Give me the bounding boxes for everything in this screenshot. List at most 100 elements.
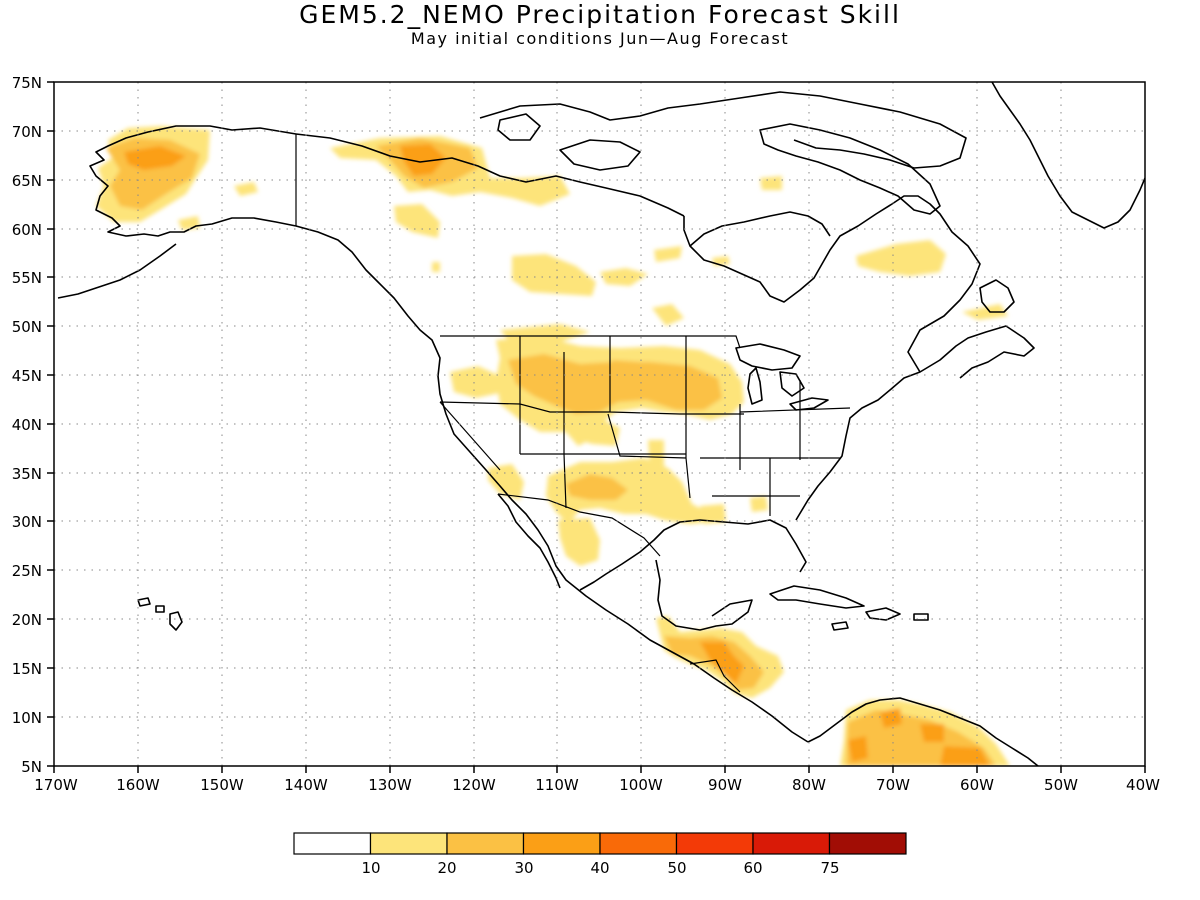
coastlines-layer xyxy=(57,82,1145,766)
shade-southwest-10 xyxy=(546,458,710,524)
colorbar-box xyxy=(293,832,372,855)
coast-pacific xyxy=(295,225,809,743)
lat-label: 15N xyxy=(12,660,42,678)
gridlines xyxy=(54,82,1145,766)
colorbar-label: 40 xyxy=(590,859,609,877)
coast-greenland xyxy=(991,82,1145,229)
map-subtitle: May initial conditions Jun—Aug Forecast xyxy=(410,29,790,48)
map-title: GEM5.2_NEMO Precipitation Forecast Skill xyxy=(299,0,901,29)
coast-atlantic xyxy=(795,325,1035,521)
shade-alabama-10 xyxy=(750,496,768,512)
colorbar-label: 50 xyxy=(667,859,686,877)
coast-canada-arctic xyxy=(295,133,685,217)
coast-labrador xyxy=(683,195,981,373)
lat-label: 55N xyxy=(12,269,42,287)
shade-baffin-10 xyxy=(760,176,782,190)
lat-label: 35N xyxy=(12,465,42,483)
shade-mexico-10 xyxy=(558,518,600,566)
shade-sa-30 xyxy=(848,736,868,762)
lon-label: 160W xyxy=(116,776,160,794)
borders-layer xyxy=(295,134,851,693)
colorbar-box xyxy=(599,832,678,855)
coast-south-america xyxy=(807,697,1039,766)
shade-bc-coast-10 xyxy=(432,262,440,272)
latitude-labels: 75N 70N 65N 60N 55N 50N 45N 40N 35N 30N … xyxy=(12,74,42,776)
lon-label: 140W xyxy=(284,776,328,794)
lon-label: 110W xyxy=(535,776,579,794)
coast-jamaica xyxy=(831,621,849,631)
coast-puerto-rico xyxy=(913,613,929,621)
shade-canada-border-10 xyxy=(500,324,590,342)
lon-label: 90W xyxy=(708,776,742,794)
shade-pnw-10 xyxy=(450,366,504,398)
coast-victoria-island xyxy=(559,139,641,171)
lat-label: 40N xyxy=(12,416,42,434)
shade-centam-30 xyxy=(700,642,744,684)
lake-huron xyxy=(779,371,805,397)
lon-label: 170W xyxy=(34,776,78,794)
coast-banks-island xyxy=(497,113,541,141)
lake-erie xyxy=(789,397,829,411)
border-us-canada xyxy=(440,335,741,349)
shade-plains-20 xyxy=(508,354,722,414)
colorbar-box xyxy=(369,832,448,855)
colorbar-label: 60 xyxy=(743,859,762,877)
lon-label: 120W xyxy=(452,776,496,794)
shade-sa-30b xyxy=(880,708,902,728)
colorbar-box xyxy=(675,832,754,855)
lake-michigan xyxy=(747,367,763,405)
shade-alaska-sw xyxy=(234,182,258,196)
colorbar-box xyxy=(828,832,907,855)
colorbar: 10 20 30 40 50 60 75 xyxy=(293,832,907,877)
shade-alaska-30 xyxy=(124,146,186,170)
lat-label: 20N xyxy=(12,611,42,629)
shade-colorado-10 xyxy=(568,416,620,446)
border-us-mexico xyxy=(497,493,661,557)
shade-alaska-s xyxy=(178,216,200,230)
lat-label: 60N xyxy=(12,221,42,239)
lon-label: 60W xyxy=(960,776,994,794)
colorbar-label: 20 xyxy=(437,859,456,877)
coast-hawaii xyxy=(169,611,183,631)
shade-yukon-30 xyxy=(400,144,446,176)
lon-label: 150W xyxy=(200,776,244,794)
coast-hawaii-small2 xyxy=(155,605,165,613)
coast-hawaii-small xyxy=(137,597,151,607)
axis-ticks xyxy=(47,81,1146,773)
lat-label: 65N xyxy=(12,172,42,190)
shade-ontario-10 xyxy=(652,304,684,326)
lat-label: 5N xyxy=(21,758,42,776)
lon-label: 130W xyxy=(368,776,412,794)
lat-label: 50N xyxy=(12,318,42,336)
colorbar-box xyxy=(752,832,831,855)
shade-lakewinnipeg-10 xyxy=(654,246,682,262)
coast-aleutians xyxy=(57,243,177,299)
skill-shading-layer xyxy=(96,126,1010,766)
lat-label: 10N xyxy=(12,709,42,727)
lat-label: 30N xyxy=(12,513,42,531)
coast-baffin xyxy=(759,123,941,215)
lon-label: 100W xyxy=(619,776,663,794)
shade-prairie-10 xyxy=(512,254,596,296)
great-lakes xyxy=(735,343,801,371)
lon-label: 50W xyxy=(1044,776,1078,794)
shade-southwest-20 xyxy=(566,474,628,500)
coast-hispaniola xyxy=(865,607,901,621)
coast-hudson-bay xyxy=(689,211,831,247)
shade-texas-10 xyxy=(648,440,664,470)
lat-label: 25N xyxy=(12,562,42,580)
colorbar-box xyxy=(446,832,525,855)
coast-gulf xyxy=(579,519,807,591)
shade-sa-30c xyxy=(920,724,944,742)
lat-label: 75N xyxy=(12,74,42,92)
coast-newfoundland xyxy=(979,279,1015,313)
shade-bc-10 xyxy=(394,204,440,238)
coast-arctic-islands xyxy=(479,91,967,169)
lon-label: 40W xyxy=(1126,776,1160,794)
state-lines xyxy=(439,336,851,516)
colorbar-label: 30 xyxy=(514,859,533,877)
shade-quebec-10 xyxy=(856,240,946,276)
colorbar-label: 10 xyxy=(361,859,380,877)
coast-yucatan xyxy=(655,559,753,631)
